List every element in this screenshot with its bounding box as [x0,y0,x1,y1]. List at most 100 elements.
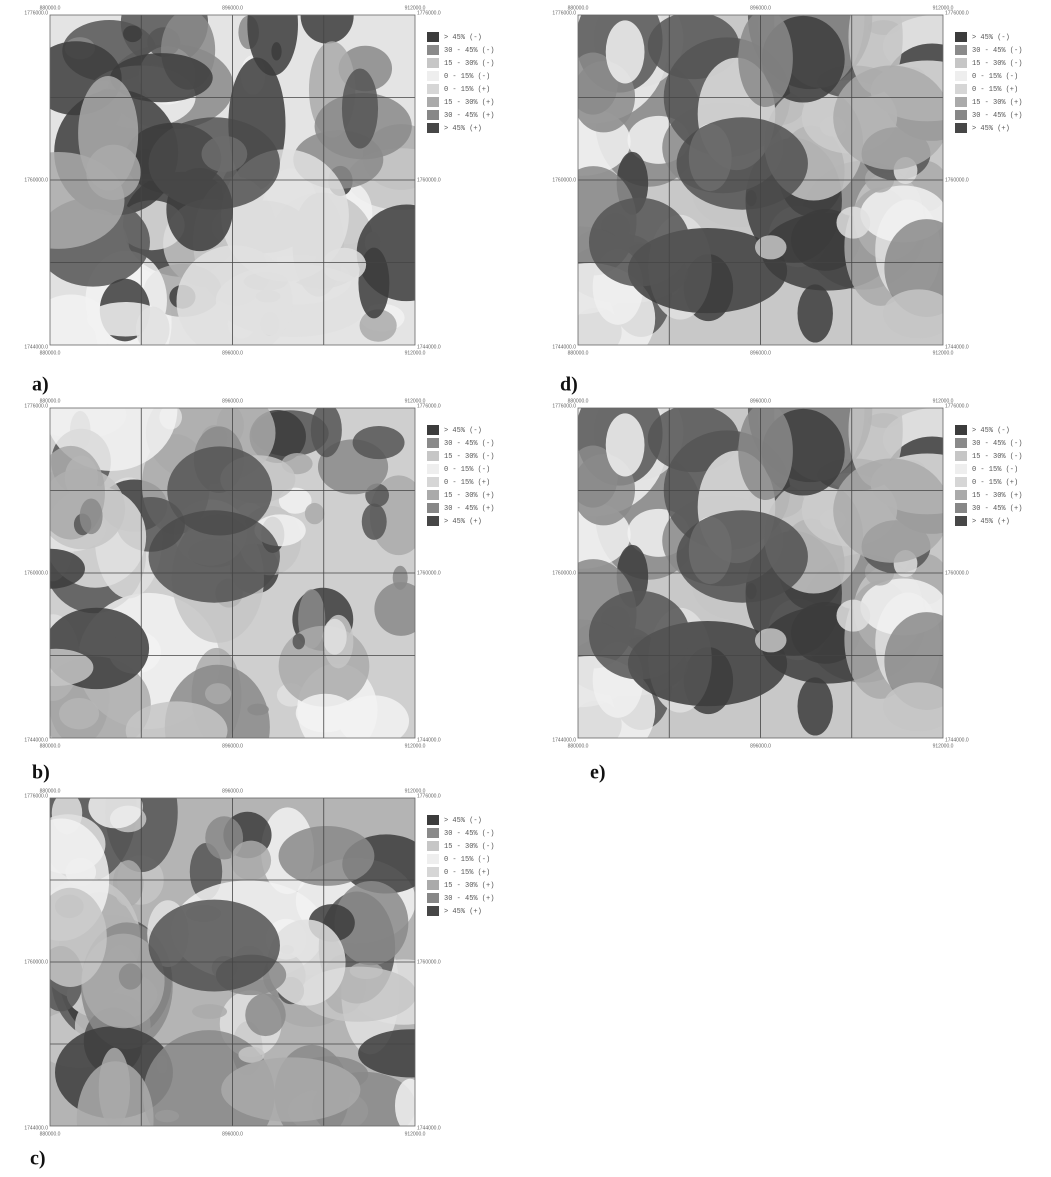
legend-label: > 45% (-) [444,34,482,42]
legend-label: 30 - 45% (-) [444,440,494,448]
legend-swatch [955,97,967,107]
map-patch [78,76,138,191]
map-patch [358,1029,465,1077]
legend-label: 15 - 30% (-) [444,843,494,851]
legend-swatch [955,477,967,487]
y-coord: 1760000.0 [945,570,969,576]
x-coord: 896000.0 [222,350,243,356]
legend-swatch [955,110,967,120]
panel-label: a) [32,374,49,396]
legend-label: 15 - 30% (-) [972,60,1022,68]
panel-label: c) [30,1148,46,1170]
map-patch [738,10,793,107]
y-coord: 1776000.0 [417,403,441,409]
map-patch [883,289,954,338]
map-patch [296,694,355,733]
legend-swatch [955,32,967,42]
legend-swatch [427,32,439,42]
x-coord: 912000.0 [405,1131,426,1137]
legend-swatch [427,45,439,55]
x-coord: 896000.0 [750,5,771,11]
map-patch [221,1057,360,1121]
y-coord: 1776000.0 [24,403,48,409]
map-patch [833,458,950,562]
legend-label: > 45% (+) [444,518,482,526]
y-coord: 1760000.0 [552,177,576,183]
map-panel: 880000.0880000.0896000.0896000.0912000.0… [519,338,1022,784]
legend-swatch [427,854,439,864]
legend-label: 15 - 30% (+) [972,492,1022,500]
legend-label: 0 - 15% (+) [972,86,1018,94]
x-coord: 880000.0 [568,743,589,749]
legend-label: > 45% (+) [444,908,482,916]
map-core [149,117,280,209]
legend-swatch [427,841,439,851]
legend-swatch [427,464,439,474]
map-patch [247,704,269,716]
legend-swatch [427,110,439,120]
legend-label: 30 - 45% (+) [972,112,1022,120]
y-coord: 1776000.0 [552,10,576,16]
legend-swatch [955,490,967,500]
legend-label: 0 - 15% (-) [972,466,1018,474]
y-coord: 1760000.0 [417,570,441,576]
legend-label: 15 - 30% (-) [444,60,494,68]
legend-swatch [427,84,439,94]
legend-label: 30 - 45% (+) [972,505,1022,513]
legend-swatch [427,451,439,461]
map-patch [88,785,142,829]
legend-label: 15 - 30% (+) [972,99,1022,107]
legend-swatch [427,828,439,838]
map-panel: 880000.0880000.0896000.0896000.0912000.0… [519,0,1022,396]
y-coord: 1776000.0 [417,10,441,16]
map-patch [342,68,378,148]
legend-swatch [427,438,439,448]
x-coord: 912000.0 [933,743,954,749]
map-patch [738,403,793,500]
legend-swatch [955,84,967,94]
legend-label: 0 - 15% (-) [444,73,490,81]
legend-label: 0 - 15% (-) [972,73,1018,81]
panel-label: e) [590,762,606,784]
map-core [149,510,280,602]
x-coord: 896000.0 [750,398,771,404]
y-coord: 1776000.0 [945,403,969,409]
map-patch [293,633,305,649]
x-coord: 896000.0 [750,743,771,749]
legend-swatch [955,464,967,474]
legend-swatch [427,71,439,81]
y-coord: 1760000.0 [552,570,576,576]
map-core [149,900,280,992]
legend-label: 30 - 45% (+) [444,505,494,513]
x-coord: 896000.0 [222,743,243,749]
legend-swatch [427,906,439,916]
map-patch [797,284,832,342]
legend-label: > 45% (-) [444,427,482,435]
y-coord: 1744000.0 [417,737,441,743]
map-patch [833,65,950,169]
legend-label: 0 - 15% (+) [972,479,1018,487]
legend-swatch [427,123,439,133]
legend-label: 30 - 45% (+) [444,112,494,120]
panel-label: d) [560,374,578,396]
map-patch [755,628,787,652]
x-coord: 912000.0 [933,350,954,356]
map-panel: 880000.0880000.0896000.0896000.0912000.0… [13,736,494,1172]
legend-label: 30 - 45% (-) [444,830,494,838]
map-patch [119,963,143,989]
map-core [677,117,808,209]
legend-label: 30 - 45% (-) [444,47,494,55]
legend-label: > 45% (-) [972,34,1010,42]
legend-swatch [427,97,439,107]
x-coord: 880000.0 [40,350,61,356]
map-patch [589,198,690,287]
legend-swatch [427,58,439,68]
y-coord: 1760000.0 [417,177,441,183]
legend-swatch [955,451,967,461]
x-coord: 912000.0 [405,350,426,356]
map-patch [80,498,103,534]
y-coord: 1744000.0 [417,344,441,350]
legend-label: 15 - 30% (-) [444,453,494,461]
legend-label: 15 - 30% (+) [444,492,494,500]
y-coord: 1776000.0 [417,793,441,799]
